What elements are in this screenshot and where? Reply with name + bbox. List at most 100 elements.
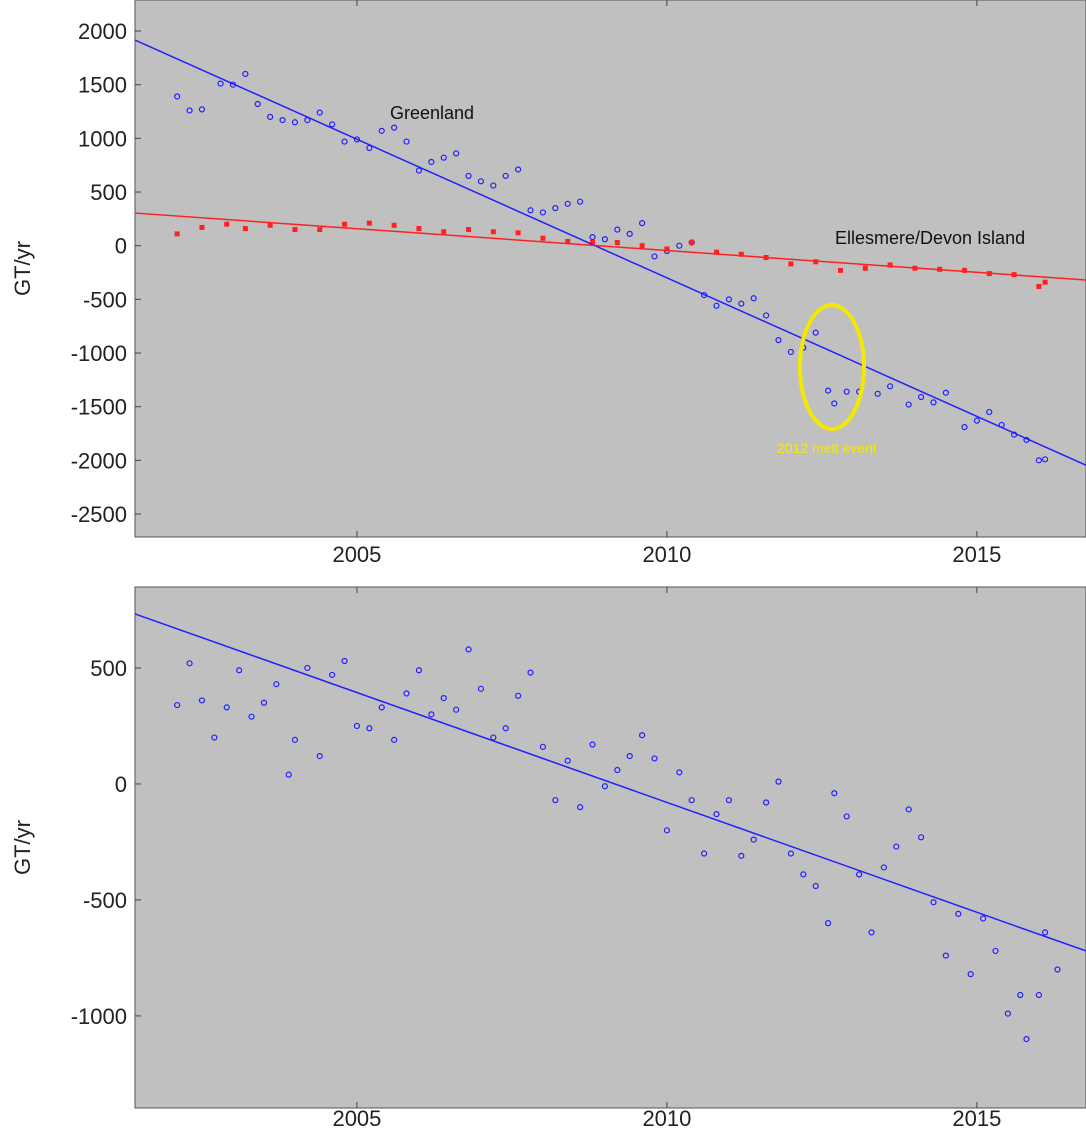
point bbox=[800, 871, 807, 878]
point bbox=[601, 236, 609, 243]
point bbox=[813, 259, 819, 265]
point bbox=[862, 265, 868, 271]
point bbox=[217, 80, 224, 87]
x-tick-label: 2015 bbox=[952, 542, 1001, 567]
point bbox=[775, 337, 782, 344]
point bbox=[242, 226, 248, 232]
point bbox=[403, 138, 410, 145]
y-tick-label: 1000 bbox=[78, 126, 127, 151]
point bbox=[316, 753, 323, 760]
y-tick-label: -1000 bbox=[71, 341, 127, 366]
point bbox=[391, 222, 397, 228]
point bbox=[639, 243, 645, 249]
point bbox=[713, 302, 720, 309]
point bbox=[831, 400, 838, 407]
point bbox=[942, 952, 949, 959]
point bbox=[725, 797, 733, 804]
y-tick-label: 1500 bbox=[78, 73, 127, 98]
point bbox=[738, 300, 745, 307]
point bbox=[515, 230, 521, 236]
x-tick-label: 2005 bbox=[332, 1106, 381, 1131]
point bbox=[887, 262, 893, 268]
point bbox=[366, 220, 372, 226]
point bbox=[267, 113, 274, 120]
point bbox=[664, 246, 670, 252]
highlight-ellipse bbox=[798, 303, 866, 431]
point bbox=[353, 136, 361, 143]
point bbox=[614, 766, 621, 774]
point bbox=[477, 178, 485, 185]
point bbox=[812, 329, 819, 336]
point bbox=[812, 882, 819, 890]
point bbox=[577, 198, 584, 205]
point bbox=[174, 93, 181, 100]
point bbox=[552, 797, 559, 804]
point bbox=[750, 836, 757, 843]
point bbox=[236, 667, 243, 674]
point bbox=[825, 920, 832, 927]
point bbox=[961, 267, 967, 273]
y-tick-label: -500 bbox=[83, 888, 127, 913]
point bbox=[992, 947, 999, 955]
point bbox=[979, 915, 987, 922]
y-tick-label: -1500 bbox=[71, 395, 127, 420]
point bbox=[490, 229, 496, 235]
point bbox=[198, 697, 206, 704]
point bbox=[490, 734, 497, 741]
point bbox=[317, 227, 323, 233]
point bbox=[676, 769, 683, 776]
point bbox=[415, 167, 423, 174]
y-tick-label: 0 bbox=[115, 772, 127, 797]
point bbox=[986, 408, 993, 416]
point bbox=[267, 222, 273, 228]
point bbox=[291, 119, 299, 126]
point bbox=[254, 100, 261, 108]
point bbox=[242, 70, 249, 78]
point bbox=[515, 692, 522, 699]
point bbox=[273, 681, 280, 688]
y-tick-label: 2000 bbox=[78, 19, 127, 44]
y-tick-label: -2000 bbox=[71, 448, 127, 473]
point bbox=[564, 757, 571, 764]
plot-area bbox=[134, 0, 1086, 538]
point bbox=[942, 389, 949, 396]
point bbox=[738, 852, 745, 859]
point bbox=[763, 799, 770, 806]
y-tick-label: -500 bbox=[83, 287, 127, 312]
point bbox=[763, 312, 770, 319]
point bbox=[639, 220, 646, 227]
point bbox=[714, 249, 720, 255]
point bbox=[453, 150, 460, 157]
point bbox=[1042, 279, 1048, 285]
point bbox=[341, 138, 348, 145]
point bbox=[838, 267, 844, 273]
x-tick-label: 2015 bbox=[952, 1106, 1001, 1131]
point bbox=[787, 348, 795, 356]
point bbox=[1041, 929, 1049, 936]
point bbox=[663, 827, 671, 834]
point bbox=[855, 871, 863, 878]
y-axis-label: GT/yr bbox=[10, 241, 35, 296]
point bbox=[750, 295, 757, 302]
point bbox=[279, 117, 286, 124]
point bbox=[1023, 1036, 1030, 1043]
point bbox=[905, 401, 912, 408]
point bbox=[917, 393, 925, 401]
point bbox=[415, 667, 423, 674]
point bbox=[466, 227, 472, 233]
point bbox=[917, 834, 925, 841]
point bbox=[515, 166, 522, 173]
point bbox=[285, 771, 292, 778]
point bbox=[428, 711, 435, 718]
point bbox=[539, 209, 547, 216]
point bbox=[552, 205, 559, 212]
point bbox=[224, 221, 230, 227]
point bbox=[713, 810, 720, 818]
point bbox=[961, 423, 968, 431]
x-tick-label: 2010 bbox=[642, 1106, 691, 1131]
point bbox=[490, 182, 497, 189]
point bbox=[1041, 456, 1049, 463]
point bbox=[291, 736, 299, 743]
point bbox=[893, 843, 900, 850]
point bbox=[453, 706, 460, 713]
